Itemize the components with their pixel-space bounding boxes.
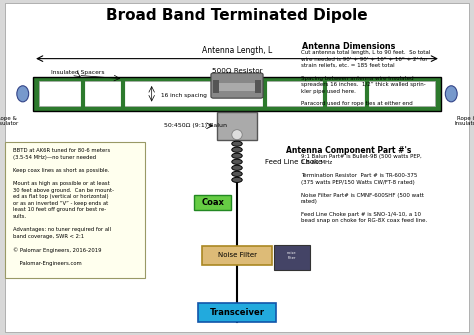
FancyBboxPatch shape [211,73,263,98]
Ellipse shape [446,86,457,102]
FancyBboxPatch shape [213,80,219,93]
Text: 500Ω Resistor: 500Ω Resistor [212,68,262,74]
Text: Broad Band Terminated Dipole: Broad Band Terminated Dipole [106,8,368,23]
Ellipse shape [232,177,242,183]
Text: Antenna Length, L: Antenna Length, L [202,46,272,55]
FancyBboxPatch shape [255,80,261,93]
Ellipse shape [232,153,242,158]
Text: 16 inch spacing: 16 inch spacing [161,93,207,98]
FancyBboxPatch shape [202,246,272,265]
FancyBboxPatch shape [218,83,256,91]
Text: Rope &
Insulator: Rope & Insulator [0,116,19,126]
Ellipse shape [232,159,242,164]
Text: 9:1 Balun Part# is Bullet-9B (500 watts PEP,
1.8-61 MHz

Termination Resistor  P: 9:1 Balun Part# is Bullet-9B (500 watts … [301,154,427,223]
Text: Antenna Component Part #'s: Antenna Component Part #'s [286,146,411,155]
Ellipse shape [232,165,242,171]
FancyBboxPatch shape [5,142,145,278]
Text: Feed Line Choke: Feed Line Choke [265,159,323,165]
Ellipse shape [232,130,242,140]
FancyBboxPatch shape [217,112,257,140]
FancyBboxPatch shape [274,245,310,270]
Text: Noise Filter: Noise Filter [218,252,256,258]
Text: Transceiver: Transceiver [210,308,264,317]
FancyBboxPatch shape [198,303,276,322]
Ellipse shape [17,86,28,102]
Text: noise
filter: noise filter [287,251,297,260]
FancyBboxPatch shape [39,81,435,106]
Ellipse shape [232,141,242,146]
Text: BBTD at AK6R tuned for 80-6 meters
(3.5-54 MHz)—no tuner needed

Keep coax lines: BBTD at AK6R tuned for 80-6 meters (3.5-… [13,148,114,266]
Text: Rope &
Insulator: Rope & Insulator [455,116,474,126]
FancyBboxPatch shape [33,77,441,111]
Text: Insulated Spacers: Insulated Spacers [52,70,105,75]
FancyBboxPatch shape [5,3,469,332]
Text: Antenna Dimensions: Antenna Dimensions [302,42,395,51]
Ellipse shape [232,171,242,177]
Ellipse shape [232,147,242,152]
Text: Cut antenna total length, L to 90 feet.  So total
wire needed is 90’ + 90’ + 16”: Cut antenna total length, L to 90 feet. … [301,50,430,107]
Text: Coax: Coax [201,198,224,207]
Text: 50:450Ω (9:1) Balun: 50:450Ω (9:1) Balun [164,123,227,128]
FancyBboxPatch shape [194,195,231,210]
